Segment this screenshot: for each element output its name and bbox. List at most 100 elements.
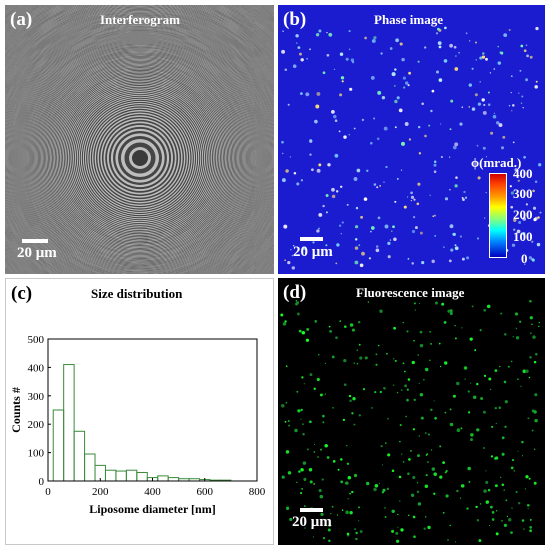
- fluorescence-particle: [510, 360, 513, 363]
- fluorescence-particle: [285, 401, 288, 404]
- phase-particle: [497, 61, 502, 65]
- phase-particle: [354, 238, 358, 241]
- fluorescence-particle: [296, 390, 299, 393]
- fluorescence-particle: [480, 397, 484, 400]
- fluorescence-particle: [429, 359, 431, 361]
- fluorescence-particle: [464, 378, 466, 380]
- fluorescence-particle: [527, 417, 530, 420]
- fluorescence-particle: [496, 531, 498, 533]
- fluorescence-particle: [525, 475, 529, 479]
- fluorescence-particle: [300, 468, 304, 472]
- fluorescence-particle: [380, 445, 383, 448]
- fluorescence-particle: [324, 444, 328, 448]
- phase-particle: [464, 196, 468, 199]
- panel-d-title: Fluorescence image: [356, 285, 465, 300]
- phase-particle: [531, 240, 534, 243]
- fluorescence-particle: [356, 362, 359, 365]
- fluorescence-particle: [324, 362, 326, 364]
- fluorescence-particle: [441, 302, 445, 306]
- phase-particle: [371, 39, 376, 43]
- fluorescence-particle: [449, 408, 452, 411]
- fluorescence-particle: [503, 489, 506, 491]
- fluorescence-particle: [297, 409, 301, 413]
- fluorescence-particle: [494, 369, 498, 372]
- phase-particle: [392, 225, 395, 229]
- phase-particle: [363, 197, 368, 201]
- fluorescence-particle: [295, 300, 298, 302]
- phase-particle: [436, 70, 439, 74]
- phase-particle: [535, 26, 539, 31]
- fluorescence-particle: [358, 520, 360, 522]
- phase-particle: [532, 206, 537, 210]
- fluorescence-particle: [419, 393, 424, 397]
- fluorescence-particle: [341, 509, 344, 511]
- scale-bar-label: 20 μm: [293, 244, 333, 260]
- fluorescence-particle: [337, 468, 340, 471]
- phase-image: [281, 26, 542, 270]
- fluorescence-particle: [346, 445, 348, 447]
- histogram-bar: [52, 409, 65, 482]
- fluorescence-particle: [533, 360, 537, 364]
- phase-particle: [455, 55, 457, 57]
- phase-particle: [346, 203, 349, 206]
- fluorescence-particle: [445, 494, 449, 498]
- fluorescence-particle: [504, 400, 508, 404]
- phase-particle: [340, 76, 345, 80]
- fluorescence-particle: [494, 456, 499, 460]
- histogram-bar: [115, 470, 127, 482]
- fluorescence-particle: [302, 461, 307, 465]
- fluorescence-particle: [354, 528, 357, 531]
- fluorescence-particle: [309, 373, 313, 377]
- fluorescence-particle: [494, 484, 498, 488]
- fluorescence-particle: [335, 336, 338, 340]
- phase-particle: [404, 122, 409, 126]
- fluorescence-particle: [391, 509, 395, 514]
- histogram-bar: [73, 430, 86, 482]
- fluorescence-particle: [534, 393, 538, 397]
- fluorescence-particle: [419, 330, 423, 334]
- fluorescence-particle: [326, 456, 330, 459]
- histogram-chart: 0 200 400 600 800 0 100 200 300 400 500 Liposome di…: [9, 334, 266, 516]
- fluorescence-particle: [430, 408, 433, 411]
- phase-particle: [517, 179, 521, 183]
- fluorescence-particle: [347, 475, 352, 480]
- plot-frame: [47, 338, 258, 482]
- fluorescence-particle: [475, 505, 478, 509]
- fluorescence-particle: [522, 369, 527, 374]
- fluorescence-particle: [298, 470, 301, 473]
- phase-particle: [318, 227, 320, 230]
- histogram-bar: [63, 364, 75, 482]
- fluorescence-particle: [431, 467, 436, 471]
- fluorescence-particle: [532, 335, 536, 339]
- phase-particle: [335, 262, 338, 265]
- fluorescence-particle: [295, 302, 299, 306]
- phase-particle: [532, 189, 535, 193]
- colorbar: [489, 173, 507, 258]
- fluorescence-particle: [474, 349, 477, 352]
- fluorescence-particle: [406, 388, 409, 391]
- fluorescence-particle: [510, 531, 513, 534]
- fluorescence-particle: [312, 536, 315, 538]
- phase-particle: [398, 108, 403, 113]
- phase-particle: [315, 104, 320, 109]
- phase-particle: [452, 233, 455, 236]
- fluorescence-particle: [284, 320, 287, 323]
- fluorescence-particle: [296, 481, 298, 483]
- fluorescence-particle: [500, 312, 503, 315]
- phase-particle: [373, 36, 377, 40]
- fluorescence-particle: [439, 445, 442, 448]
- phase-particle: [508, 28, 511, 32]
- fluorescence-particle: [515, 336, 520, 340]
- phase-particle: [405, 81, 409, 85]
- fluorescence-particle: [495, 532, 499, 536]
- phase-particle: [334, 153, 339, 158]
- x-tick-label: 200: [92, 486, 109, 498]
- phase-particle: [331, 194, 336, 199]
- phase-particle: [389, 47, 393, 50]
- phase-particle: [341, 80, 344, 83]
- phase-particle: [351, 60, 355, 64]
- fluorescence-particle: [429, 527, 431, 529]
- fluorescence-particle: [300, 408, 303, 412]
- phase-particle: [518, 92, 520, 94]
- fluorescence-particle: [503, 523, 508, 528]
